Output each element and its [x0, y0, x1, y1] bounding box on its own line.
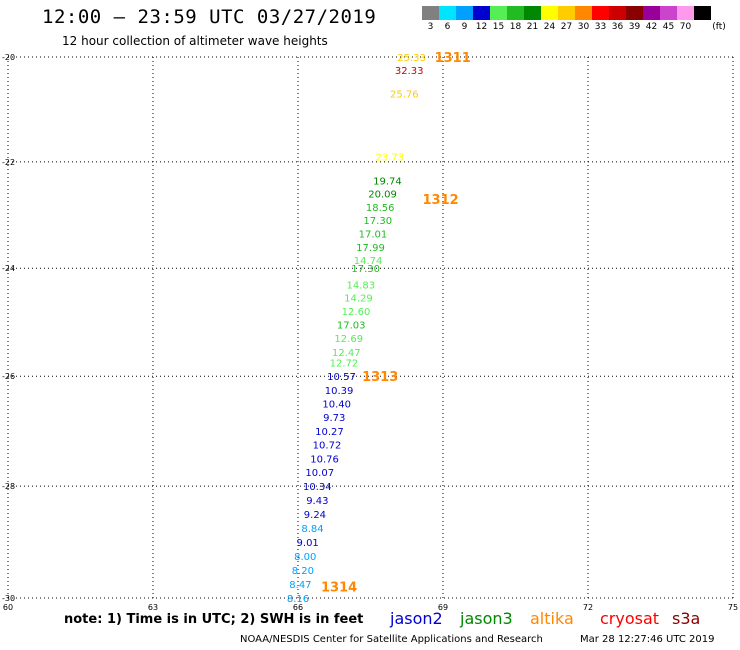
- lat-tick-label: -26: [2, 372, 15, 381]
- scale-swatch: [592, 6, 609, 20]
- pass-number-label: 1313: [362, 370, 398, 385]
- scale-swatch: [694, 6, 711, 20]
- wave-height-label: 10.39: [325, 386, 354, 397]
- scale-swatch: [609, 6, 626, 20]
- wave-height-label: 17.03: [337, 321, 366, 332]
- scale-label: 30: [577, 22, 590, 32]
- wave-height-label: 9.43: [306, 496, 328, 507]
- lat-tick-label: -22: [2, 158, 15, 167]
- scale-swatch: [558, 6, 575, 20]
- scale-label: 6: [444, 22, 451, 32]
- wave-height-label: 17.30: [363, 216, 392, 227]
- wave-height-label: 8.16: [287, 594, 309, 605]
- scale-label: 21: [526, 22, 539, 32]
- legend-item-cryosat: cryosat: [600, 609, 660, 628]
- scale-swatch: [524, 6, 541, 20]
- scale-swatch: [422, 6, 439, 20]
- wave-height-label: 32.33: [395, 66, 424, 77]
- lon-tick-label: 69: [438, 603, 448, 612]
- pass-number-label: 1311: [435, 51, 471, 66]
- scale-label: 9: [461, 22, 468, 32]
- legend-item-jason3: jason3: [460, 609, 513, 628]
- scale-label: 18: [509, 22, 522, 32]
- scale-label: 36: [611, 22, 624, 32]
- wave-height-label: 9.73: [323, 413, 345, 424]
- scale-swatch: [660, 6, 677, 20]
- wave-height-label: 17.30: [351, 264, 380, 275]
- wave-height-label: 25.76: [390, 90, 419, 101]
- generated-timestamp: Mar 28 12:27:46 UTC 2019: [580, 634, 715, 645]
- lat-tick-label: -20: [2, 53, 15, 62]
- wave-height-label: 12.60: [342, 307, 371, 318]
- footer-note: note: 1) Time is in UTC; 2) SWH is in fe…: [64, 612, 364, 627]
- scale-label: 33: [594, 22, 607, 32]
- lon-tick-label: 72: [583, 603, 593, 612]
- scale-label: 12: [475, 22, 488, 32]
- scale-label: 42: [645, 22, 658, 32]
- wave-height-label: 25.33: [397, 53, 426, 64]
- scale-swatch: [456, 6, 473, 20]
- wave-height-label: 8.84: [301, 524, 323, 535]
- wave-height-label: 9.24: [304, 510, 326, 521]
- scale-label: 24: [543, 22, 556, 32]
- legend-item-s3a: s3a: [672, 609, 701, 628]
- scale-swatch: [439, 6, 456, 20]
- wave-height-label: 10.07: [305, 468, 334, 479]
- wave-height-label: 14.29: [344, 294, 373, 305]
- pass-number-label: 1314: [321, 581, 357, 596]
- scale-swatch: [626, 6, 643, 20]
- legend-item-altika: altika: [530, 609, 574, 628]
- wave-height-label: 10.40: [322, 399, 351, 410]
- scale-swatch: [473, 6, 490, 20]
- map-title: 12:00 – 23:59 UTC 03/27/2019: [42, 6, 377, 28]
- wave-height-label: 8.47: [289, 580, 311, 591]
- wave-height-label: 10.27: [315, 427, 344, 438]
- wave-height-label: 10.57: [327, 372, 356, 383]
- wave-height-label: 17.01: [359, 229, 388, 240]
- scale-label: 15: [492, 22, 505, 32]
- lon-tick-label: 66: [293, 603, 303, 612]
- scale-swatch: [677, 6, 694, 20]
- wave-height-label: 10.34: [303, 482, 332, 493]
- map-subtitle: 12 hour collection of altimeter wave hei…: [62, 34, 328, 48]
- credit-text: NOAA/NESDIS Center for Satellite Applica…: [240, 634, 543, 645]
- wave-height-label: 12.47: [332, 348, 361, 359]
- wave-height-label: 10.72: [313, 441, 342, 452]
- wave-height-label: 17.99: [356, 243, 385, 254]
- wave-height-label: 14.74: [354, 256, 383, 267]
- wave-height-label: 12.69: [334, 334, 363, 345]
- scale-label: 27: [560, 22, 573, 32]
- scale-swatch: [490, 6, 507, 20]
- wave-height-label: 8.20: [292, 566, 314, 577]
- scale-label: 39: [628, 22, 641, 32]
- scale-label: 70: [679, 22, 692, 32]
- wave-height-label: 23.73: [376, 153, 405, 164]
- wave-height-label: 10.76: [310, 454, 339, 465]
- scale-swatch: [541, 6, 558, 20]
- scale-label: 3: [427, 22, 434, 32]
- scale-swatch: [575, 6, 592, 20]
- pass-number-label: 1312: [422, 193, 458, 208]
- scale-swatch: [507, 6, 524, 20]
- legend-item-jason2: jason2: [390, 609, 443, 628]
- lat-tick-label: -30: [2, 594, 15, 603]
- lon-tick-label: 60: [3, 603, 13, 612]
- lat-tick-label: -24: [2, 264, 15, 273]
- scale-unit: (ft): [712, 22, 726, 32]
- wave-height-label: 18.56: [366, 203, 395, 214]
- lat-tick-label: -28: [2, 482, 15, 491]
- lon-tick-label: 63: [148, 603, 158, 612]
- scale-swatch: [643, 6, 660, 20]
- lon-tick-label: 75: [728, 603, 738, 612]
- wave-height-label: 8.00: [294, 552, 316, 563]
- wave-height-label: 19.74: [373, 176, 402, 187]
- scale-label: 45: [662, 22, 675, 32]
- wave-height-label: 14.83: [347, 280, 376, 291]
- wave-height-label: 9.01: [297, 538, 319, 549]
- wave-height-label: 20.09: [368, 190, 397, 201]
- wave-height-label: 12.72: [330, 359, 359, 370]
